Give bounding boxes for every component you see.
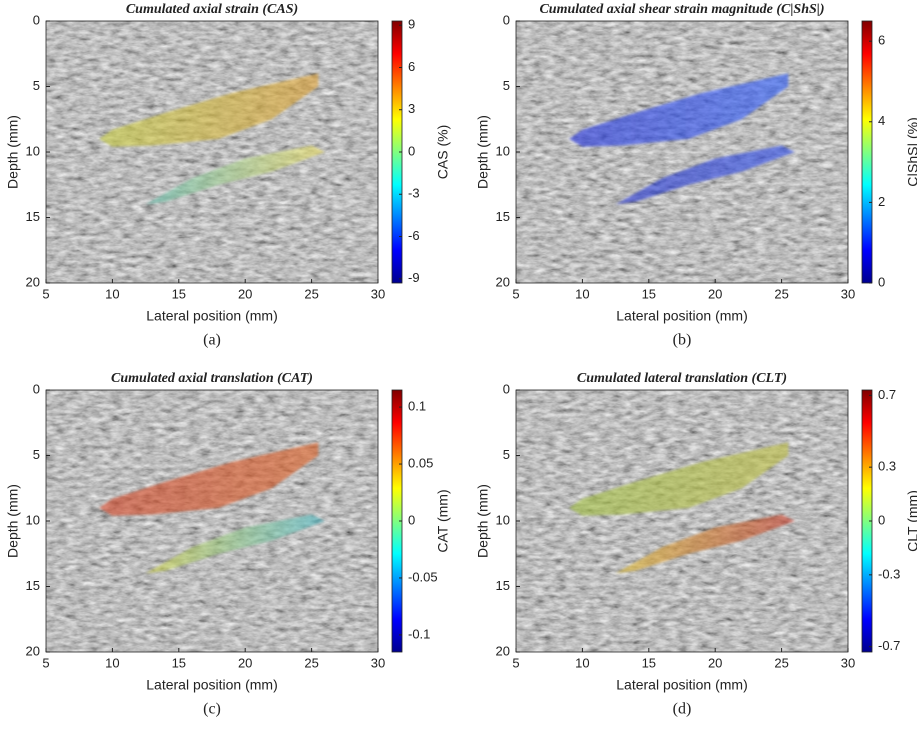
colorbar-label: C|ShS| (%) [905, 117, 917, 187]
colorbar-tick-label: 4 [878, 113, 885, 128]
x-tick-label: 30 [371, 286, 385, 301]
strain-overlay [569, 73, 789, 147]
y-tick-label: 0 [33, 381, 40, 396]
strain-overlay [615, 514, 795, 574]
colorbar-label: CLT (mm) [905, 490, 917, 552]
y-tick-label: 0 [503, 381, 510, 396]
x-tick-label: 25 [304, 286, 318, 301]
chart-title: Cumulated axial shear strain magnitude (… [539, 2, 824, 17]
y-tick-label: 20 [496, 643, 510, 658]
x-tick-label: 15 [642, 655, 656, 670]
y-tick-label: 10 [26, 143, 40, 158]
colorbar-tick-label: -0.7 [878, 638, 900, 653]
y-axis-label: Depth (mm) [475, 115, 491, 189]
x-tick-label: 5 [42, 286, 49, 301]
colorbar-tick-label: 2 [878, 194, 885, 209]
x-tick-label: 15 [642, 286, 656, 301]
colorbar-tick-label: 0.05 [408, 455, 433, 470]
caption: (b) [673, 332, 692, 349]
x-tick-label: 20 [708, 286, 722, 301]
x-tick-label: 25 [774, 655, 788, 670]
x-axis-label: Lateral position (mm) [616, 308, 748, 324]
colorbar [861, 20, 873, 284]
y-axis-label: Depth (mm) [5, 115, 21, 189]
y-tick-label: 10 [26, 512, 40, 527]
y-tick-label: 15 [496, 209, 510, 224]
strain-overlay [569, 442, 789, 516]
chart-title: Cumulated axial strain (CAS) [126, 2, 298, 17]
x-tick-label: 10 [575, 655, 589, 670]
y-tick-label: 5 [33, 447, 40, 462]
x-tick-label: 30 [371, 655, 385, 670]
x-axis-label: Lateral position (mm) [146, 308, 278, 324]
colorbar-tick-label: -3 [408, 186, 420, 201]
speckle [46, 390, 378, 652]
x-tick-label: 20 [238, 286, 252, 301]
y-tick-label: 5 [33, 78, 40, 93]
x-tick-label: 15 [172, 655, 186, 670]
colorbar-tick-label: 0.3 [878, 459, 896, 474]
x-tick-label: 30 [841, 286, 855, 301]
chart-title: Cumulated lateral translation (CLT) [577, 371, 787, 386]
y-tick-label: 15 [26, 209, 40, 224]
x-tick-label: 15 [172, 286, 186, 301]
x-tick-label: 5 [512, 655, 519, 670]
strain-overlay [145, 514, 325, 574]
colorbar-tick-label: 0 [878, 512, 885, 527]
x-tick-label: 10 [105, 286, 119, 301]
strain-overlay [145, 145, 325, 205]
caption: (d) [673, 701, 692, 718]
speckle [516, 390, 848, 652]
y-tick-label: 20 [496, 274, 510, 289]
colorbar-tick-label: 6 [408, 59, 415, 74]
x-tick-label: 20 [708, 655, 722, 670]
colorbar-tick-label: 3 [408, 101, 415, 116]
x-tick-label: 30 [841, 655, 855, 670]
x-axis-label: Lateral position (mm) [146, 677, 278, 693]
y-tick-label: 5 [503, 78, 510, 93]
colorbar-tick-label: 0.7 [878, 387, 896, 402]
colorbar-tick-label: -6 [408, 228, 420, 243]
colorbar-tick-label: -0.05 [408, 569, 438, 584]
y-axis-label: Depth (mm) [475, 484, 491, 558]
y-tick-label: 10 [496, 512, 510, 527]
chart-title: Cumulated axial translation (CAT) [111, 371, 313, 386]
x-tick-label: 5 [42, 655, 49, 670]
y-axis-label: Depth (mm) [5, 484, 21, 558]
x-tick-label: 5 [512, 286, 519, 301]
x-tick-label: 10 [105, 655, 119, 670]
x-axis-label: Lateral position (mm) [616, 677, 748, 693]
colorbar-tick-label: -0.3 [878, 566, 900, 581]
y-tick-label: 10 [496, 143, 510, 158]
colorbar-tick-label: 0 [408, 143, 415, 158]
y-tick-label: 15 [496, 578, 510, 593]
x-tick-label: 25 [304, 655, 318, 670]
y-tick-label: 5 [503, 447, 510, 462]
colorbar-label: CAS (%) [435, 125, 451, 179]
x-tick-label: 25 [774, 286, 788, 301]
x-tick-label: 10 [575, 286, 589, 301]
caption: (c) [203, 701, 221, 718]
y-tick-label: 0 [33, 12, 40, 27]
colorbar-tick-label: 0 [878, 274, 885, 289]
y-tick-label: 20 [26, 274, 40, 289]
strain-overlay [615, 145, 795, 205]
strain-overlay [99, 442, 319, 516]
colorbar-tick-label: 9 [408, 17, 415, 32]
y-tick-label: 0 [503, 12, 510, 27]
caption: (a) [203, 332, 221, 349]
speckle [516, 21, 848, 283]
y-tick-label: 15 [26, 578, 40, 593]
colorbar-label: CAT (mm) [435, 489, 451, 552]
colorbar-tick-label: 0 [408, 512, 415, 527]
colorbar-tick-label: 0.1 [408, 399, 426, 414]
strain-overlay [99, 73, 319, 147]
x-tick-label: 20 [238, 655, 252, 670]
colorbar-tick-label: -9 [408, 270, 420, 285]
colorbar-tick-label: 6 [878, 33, 885, 48]
colorbar-tick-label: -0.1 [408, 626, 430, 641]
y-tick-label: 20 [26, 643, 40, 658]
speckle [46, 21, 378, 283]
